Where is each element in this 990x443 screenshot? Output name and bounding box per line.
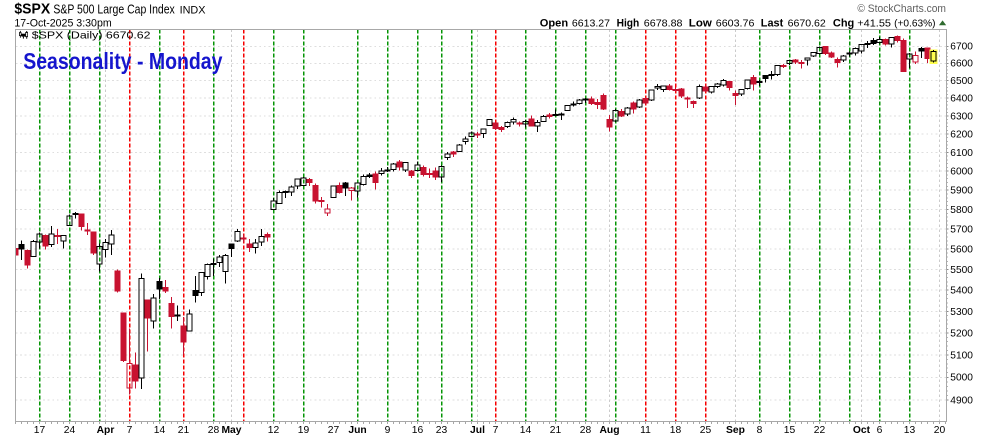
svg-text:16: 16 xyxy=(412,425,424,436)
svg-text:21: 21 xyxy=(178,425,190,436)
svg-text:Open: Open xyxy=(540,17,569,29)
svg-text:Oct: Oct xyxy=(853,425,871,436)
svg-text:6600: 6600 xyxy=(950,59,973,70)
svg-text:6678.88: 6678.88 xyxy=(644,17,683,29)
svg-text:5200: 5200 xyxy=(950,328,973,339)
svg-text:7: 7 xyxy=(127,425,133,436)
svg-text:8: 8 xyxy=(757,425,763,436)
svg-text:5300: 5300 xyxy=(950,307,973,318)
svg-text:S&P 500 Large Cap Index: S&P 500 Large Cap Index xyxy=(53,2,175,17)
svg-text:11: 11 xyxy=(640,425,651,436)
svg-text:20: 20 xyxy=(934,425,946,436)
svg-text:13: 13 xyxy=(904,425,916,436)
svg-text:28: 28 xyxy=(208,425,220,436)
svg-text:6613.27: 6613.27 xyxy=(572,17,610,29)
svg-text:21: 21 xyxy=(550,425,562,436)
svg-text:27: 27 xyxy=(328,425,340,436)
svg-text:$SPX: $SPX xyxy=(14,2,50,18)
svg-text:5400: 5400 xyxy=(950,286,973,297)
svg-text:Aug: Aug xyxy=(599,425,619,436)
svg-text:May: May xyxy=(221,425,241,436)
svg-text:5900: 5900 xyxy=(950,185,973,196)
svg-text:5100: 5100 xyxy=(950,350,973,361)
svg-text:Apr: Apr xyxy=(97,425,115,436)
svg-text:6100: 6100 xyxy=(950,148,973,159)
svg-text:15: 15 xyxy=(784,425,796,436)
svg-text:Last: Last xyxy=(761,17,784,29)
svg-text:6300: 6300 xyxy=(950,111,973,122)
svg-text:6400: 6400 xyxy=(950,94,973,105)
svg-text:$SPX (Daily) 6670.62: $SPX (Daily) 6670.62 xyxy=(32,30,151,41)
svg-text:9: 9 xyxy=(385,425,391,436)
svg-text:Jul: Jul xyxy=(470,425,485,436)
svg-text:Chg: Chg xyxy=(833,17,854,29)
svg-text:14: 14 xyxy=(154,425,166,436)
svg-text:5800: 5800 xyxy=(950,205,973,216)
svg-text:5500: 5500 xyxy=(950,265,973,276)
svg-text:Seasonality - Monday: Seasonality - Monday xyxy=(23,48,222,74)
svg-text:7: 7 xyxy=(493,425,499,436)
svg-text:24: 24 xyxy=(64,425,76,436)
svg-text:6603.76: 6603.76 xyxy=(716,17,755,29)
svg-text:17: 17 xyxy=(34,425,46,436)
svg-text:Sep: Sep xyxy=(726,425,745,436)
svg-text:5600: 5600 xyxy=(950,244,973,255)
svg-text:25: 25 xyxy=(700,425,712,436)
svg-text:4900: 4900 xyxy=(950,395,973,406)
svg-text:6700: 6700 xyxy=(950,42,973,53)
svg-text:12: 12 xyxy=(268,425,280,436)
svg-text:© StockCharts.com: © StockCharts.com xyxy=(857,3,946,15)
svg-text:(+0.63%): (+0.63%) xyxy=(894,17,935,29)
svg-text:18: 18 xyxy=(670,425,682,436)
svg-text:INDX: INDX xyxy=(180,5,207,17)
svg-text:5000: 5000 xyxy=(950,373,973,384)
svg-text:High: High xyxy=(617,17,640,29)
svg-text:6200: 6200 xyxy=(950,129,973,140)
svg-text:5700: 5700 xyxy=(950,224,973,235)
svg-text:17-Oct-2025 3:30pm: 17-Oct-2025 3:30pm xyxy=(14,17,111,29)
svg-text:28: 28 xyxy=(580,425,592,436)
svg-text:22: 22 xyxy=(814,425,826,436)
svg-text:6: 6 xyxy=(877,425,883,436)
svg-text:6500: 6500 xyxy=(950,76,973,87)
svg-text:23: 23 xyxy=(436,425,448,436)
svg-text:+41.55: +41.55 xyxy=(857,17,891,29)
svg-text:Low: Low xyxy=(689,17,712,29)
svg-text:6000: 6000 xyxy=(950,166,973,177)
svg-text:Jun: Jun xyxy=(348,425,366,436)
svg-text:19: 19 xyxy=(298,425,310,436)
svg-text:14: 14 xyxy=(520,425,532,436)
svg-text:6670.62: 6670.62 xyxy=(788,17,826,29)
